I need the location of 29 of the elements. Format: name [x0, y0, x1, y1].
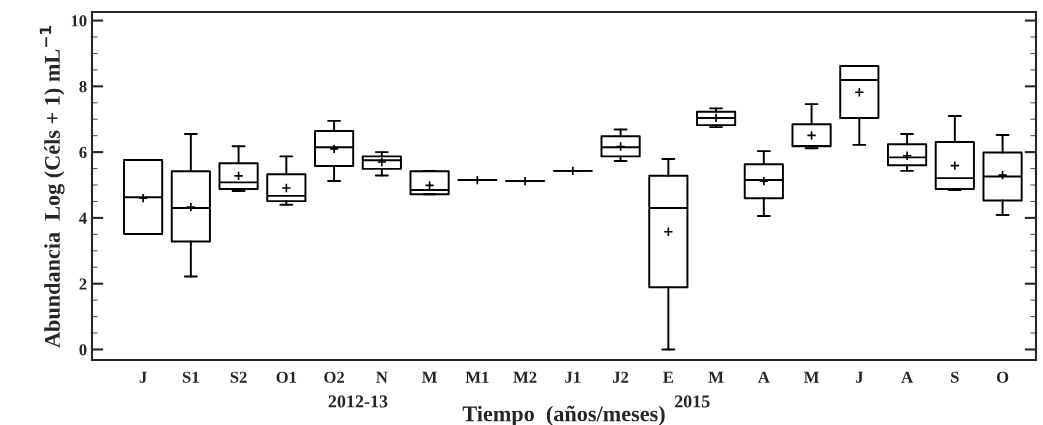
- x-tick-label: S1: [182, 371, 199, 383]
- y-tick-label: 8: [79, 81, 87, 93]
- y-tick-label: 0: [79, 344, 87, 356]
- x-tick-label: O2: [324, 371, 345, 383]
- x-tick-label: A: [757, 371, 770, 383]
- y-tick-label: 6: [79, 146, 87, 159]
- y-tick-label: 2: [79, 278, 87, 290]
- x-tick-label: E: [663, 371, 674, 383]
- x-tick-label: M2: [513, 371, 537, 383]
- x-tick-label: O1: [276, 371, 297, 383]
- text: 2015: [674, 395, 710, 408]
- x-tick-label: M1: [465, 371, 489, 383]
- y-tick-label: 10: [71, 15, 87, 27]
- x-tick-label: J: [855, 371, 864, 383]
- x-tick-label: J2: [612, 371, 629, 383]
- x-axis-title: Tiempo (años/meses): [462, 405, 665, 425]
- x-tick-label: A: [901, 371, 913, 383]
- y-axis-title: Abundancia Log (Céls + 1) mL$^{−1}$: [39, 25, 65, 348]
- x-tick-label: J: [139, 371, 147, 383]
- x-tick-label: S2: [230, 371, 247, 383]
- x-tick-label: S: [951, 371, 959, 383]
- x-tick-label: M: [804, 371, 819, 383]
- x-tick-label: M: [708, 371, 724, 383]
- x-tick-label: N: [376, 371, 388, 383]
- x-tick-label: O: [996, 371, 1009, 383]
- x-tick-label: M: [422, 371, 437, 383]
- y-tick-label: 4: [79, 212, 87, 224]
- x-tick-label: J1: [565, 371, 581, 383]
- text: 2012-13: [328, 395, 388, 408]
